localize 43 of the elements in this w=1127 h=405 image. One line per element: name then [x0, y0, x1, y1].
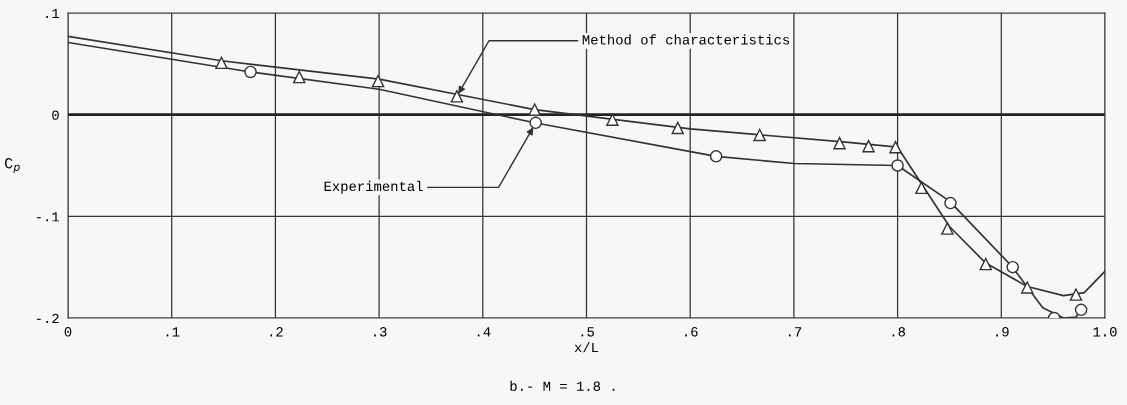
point	[915, 181, 928, 195]
point	[833, 136, 846, 150]
point	[293, 70, 306, 84]
x-tick-label: .6	[685, 327, 698, 337]
y-tick-label: -.1	[36, 212, 59, 222]
point	[753, 128, 766, 142]
point	[709, 150, 723, 163]
point	[891, 159, 904, 172]
point	[889, 140, 902, 154]
point	[529, 116, 542, 130]
x-tick-label: 1.0	[1093, 327, 1117, 337]
point	[671, 121, 685, 135]
y-tick-label: 0	[52, 110, 59, 120]
point	[979, 257, 992, 271]
point	[944, 196, 957, 210]
x-tick-label: .9	[996, 327, 1009, 337]
y-axis-title: C$_{p}$	[4, 158, 20, 173]
x-tick-label: .4	[477, 327, 491, 337]
point	[371, 74, 385, 88]
annotation: Experimental	[324, 180, 423, 194]
text: b.- M = 1.8 .	[510, 380, 615, 391]
x-tick-label: .7	[788, 327, 802, 337]
x-tick-label: .1	[166, 327, 180, 337]
y-tick-label: -.2	[36, 313, 59, 324]
point	[862, 139, 875, 153]
point	[941, 222, 954, 235]
point	[1020, 281, 1034, 294]
point	[1006, 260, 1019, 274]
x-tick-label: .5	[581, 327, 594, 337]
x-axis-title: x/L	[574, 342, 599, 353]
annotation: Method of characteristics	[582, 34, 790, 45]
point	[1074, 303, 1088, 317]
y-tick-label: .1	[46, 8, 59, 19]
point	[215, 56, 228, 70]
point	[528, 103, 541, 116]
point	[450, 90, 464, 103]
point	[606, 113, 619, 127]
x-tick-label: .3	[374, 327, 387, 337]
x-tick-label: .8	[892, 327, 906, 337]
x-tick-label: 0	[64, 327, 72, 337]
point	[1069, 288, 1083, 301]
point	[244, 65, 257, 79]
x-tick-label: .2	[270, 327, 283, 337]
